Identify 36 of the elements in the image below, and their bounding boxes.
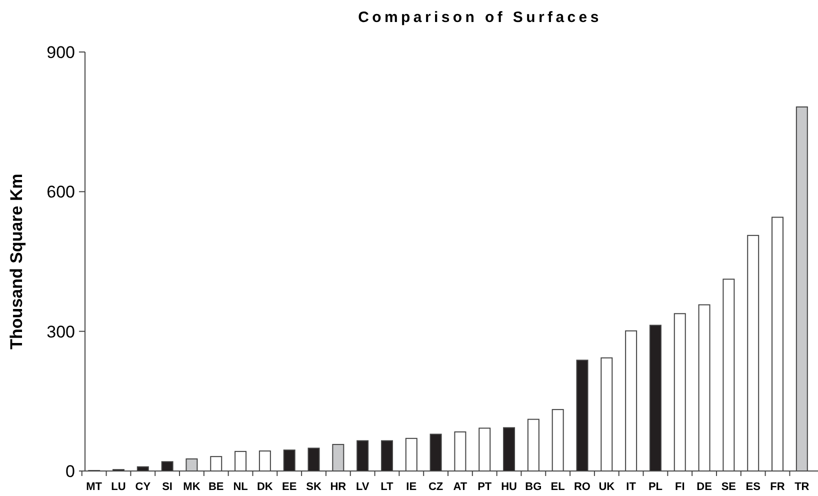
x-tick-label: MT [86,481,102,493]
chart-title: Comparison of Surfaces [358,9,602,26]
x-tick-label: NL [233,481,248,493]
x-tick-label: LT [380,481,394,493]
x-tick-label: SK [306,481,322,493]
x-tick-label: IE [406,481,417,493]
x-tick-label: BE [208,481,224,493]
x-tick-label: IT [626,481,636,493]
x-tick-label: TR [794,481,810,493]
x-tick-label: FI [674,481,685,493]
x-tick-label: EE [282,481,297,493]
x-tick-label: LU [111,481,126,493]
x-tick-label: ES [746,481,760,493]
y-tick-label: 300 [46,322,75,342]
y-tick-label: 0 [66,462,75,481]
x-tick-label: CY [135,481,152,493]
y-tick-label: 900 [46,42,75,62]
x-tick-label: HU [501,481,518,493]
x-tick-label: RO [574,481,591,493]
x-tick-label: LV [356,481,370,493]
x-tick-label: AT [453,481,468,493]
x-tick-label: BG [525,481,542,493]
y-axis-title: Thousand Square Km [7,174,26,350]
x-tick-label: DK [256,481,273,493]
x-tick-label: DE [696,481,712,493]
x-tick-label: SE [721,481,736,493]
x-tick-label: PT [478,481,492,493]
x-tick-label: FR [770,481,785,493]
y-tick-label: 600 [46,182,75,202]
x-tick-label: EL [550,481,566,493]
x-tick-label: HR [330,481,346,493]
x-tick-label: UK [598,481,615,493]
x-tick-label: PL [648,481,663,493]
x-tick-label: SI [162,481,173,493]
x-tick-label: CZ [428,481,444,493]
x-tick-label: MK [183,481,200,493]
